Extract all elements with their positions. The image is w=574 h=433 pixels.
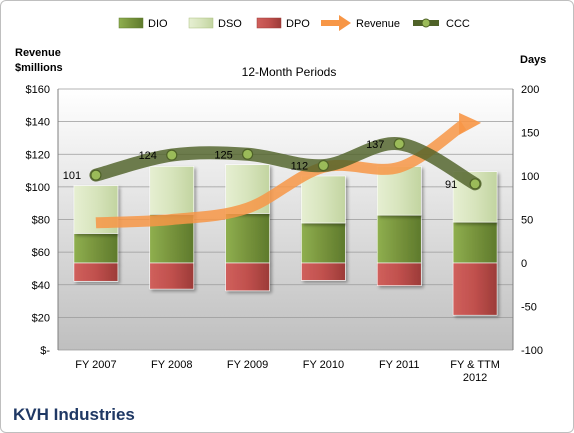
legend-swatch-dso: [188, 17, 214, 29]
left-tick-label: $100: [26, 182, 50, 194]
x-tick-label: FY 2007: [75, 359, 116, 371]
x-tick-label: 2012: [463, 372, 487, 384]
y-axis-title-left-units: $millions: [15, 62, 63, 74]
right-tick-label: 200: [521, 84, 539, 96]
bar-dio: [225, 213, 270, 264]
ccc-data-label: 125: [214, 149, 232, 161]
x-tick-label: FY 2009: [227, 359, 268, 371]
legend-swatch-dpo: [256, 17, 282, 29]
company-name: KVH Industries: [13, 405, 135, 424]
bar-dpo: [301, 262, 346, 281]
ccc-data-label: 137: [366, 139, 384, 151]
left-tick-label: $120: [26, 149, 50, 161]
right-tick-label: -100: [521, 345, 543, 357]
left-tick-label: $140: [26, 117, 50, 129]
legend-label-ccc: CCC: [446, 18, 470, 30]
chart-title: 12-Month Periods: [242, 65, 337, 79]
y-axis-title-right: Days: [520, 54, 546, 66]
right-tick-label: 0: [521, 258, 527, 270]
right-tick-label: -50: [521, 302, 537, 314]
ccc-data-label: 112: [291, 161, 309, 173]
ccc-data-label: 91: [445, 179, 457, 191]
ccc-point: [166, 149, 178, 161]
legend-swatch-dio: [118, 17, 144, 29]
legend-revenue-arrowhead: [339, 15, 351, 31]
revenue-arrowhead: [459, 112, 482, 135]
left-tick-label: $20: [32, 312, 50, 324]
bar-dio: [301, 222, 346, 264]
left-tick-label: $160: [26, 84, 50, 96]
right-tick-label: 50: [521, 215, 533, 227]
ccc-data-label: 124: [139, 150, 157, 162]
right-tick-label: 100: [521, 171, 539, 183]
bar-dpo: [225, 262, 270, 292]
ccc-point: [393, 138, 405, 150]
bar-dio: [452, 221, 498, 264]
bar-dso: [301, 175, 346, 224]
ccc-point: [317, 159, 330, 172]
legend-label-revenue: Revenue: [356, 18, 400, 30]
ccc-point: [469, 178, 481, 190]
bar-dpo: [452, 262, 498, 316]
ccc-point: [241, 148, 254, 160]
legend-label-dpo: DPO: [286, 18, 310, 30]
x-tick-label: FY 2011: [379, 359, 420, 371]
bar-dpo: [73, 262, 119, 282]
right-tick-label: 150: [521, 128, 539, 140]
x-tick-label: FY 2008: [151, 359, 192, 371]
x-tick-label: FY & TTM: [450, 359, 500, 371]
left-tick-label: $60: [32, 247, 50, 259]
bar-dio: [73, 233, 119, 264]
bar-dso: [149, 166, 195, 215]
ccc-data-label: 101: [63, 170, 81, 182]
x-tick-label: FY 2010: [303, 359, 344, 371]
ccc-point: [90, 169, 102, 181]
bar-dpo: [376, 262, 422, 286]
left-tick-label: $80: [32, 215, 50, 227]
bar-dpo: [149, 262, 195, 290]
legend-label-dio: DIO: [148, 18, 168, 30]
series-line-revenue: [95, 120, 467, 229]
legend-ccc-marker: [421, 18, 431, 28]
left-tick-label: $-: [40, 345, 50, 357]
bar-dio: [376, 214, 422, 264]
legend-label-dso: DSO: [218, 18, 242, 30]
y-axis-title-left: Revenue: [15, 47, 61, 59]
left-tick-label: $40: [32, 280, 50, 292]
